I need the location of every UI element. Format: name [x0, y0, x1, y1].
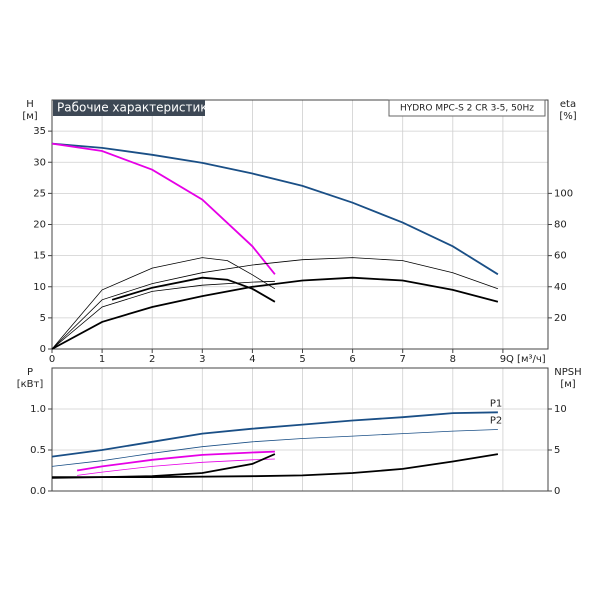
- x-tick-label: 7: [400, 354, 406, 365]
- chart-subtitle: HYDRO MPC-S 2 CR 3-5, 50Hz: [400, 104, 534, 114]
- y-tick-label: 30: [33, 157, 46, 168]
- y2-axis-unit: [%]: [559, 111, 576, 122]
- y2-tick-label: 60: [554, 251, 567, 262]
- title-box: [53, 100, 205, 116]
- x-tick-label: 6: [349, 354, 355, 365]
- y-tick-label: 0: [40, 344, 46, 355]
- y2-tick-label: 20: [554, 313, 567, 324]
- y-tick-label: 0.0: [30, 486, 46, 497]
- plot-frame: [51, 367, 549, 492]
- y-axis-label: P: [27, 367, 33, 378]
- y2-tick-label: 10: [554, 404, 567, 415]
- y-tick-label: 1.0: [30, 404, 46, 415]
- y-tick-label: 10: [33, 282, 46, 293]
- x-tick-label: 5: [299, 354, 305, 365]
- y2-axis-unit: [м]: [560, 379, 575, 390]
- x-tick-label: 1: [99, 354, 105, 365]
- series-line: [77, 458, 275, 476]
- series-line: [51, 142, 276, 275]
- y-tick-label: 5: [40, 313, 46, 324]
- y2-axis-label: eta: [560, 99, 576, 110]
- x-tick-label: 8: [450, 354, 456, 365]
- series-line: [111, 276, 276, 303]
- series-line: [51, 411, 498, 458]
- series-line: [52, 453, 499, 478]
- y2-tick-label: 80: [554, 220, 567, 231]
- series-line: [76, 450, 275, 472]
- series-label: P2: [490, 416, 502, 427]
- y2-tick-label: 5: [554, 445, 560, 456]
- y2-axis-label: NPSH: [554, 367, 581, 378]
- y2-tick-label: 0: [554, 486, 560, 497]
- y-axis-unit: [м]: [22, 111, 37, 122]
- x-axis-label: Q [м³/ч]: [506, 354, 546, 365]
- y2-tick-label: 100: [554, 188, 573, 199]
- y-tick-label: 25: [33, 188, 46, 199]
- series-line: [51, 257, 276, 350]
- series-line: [51, 142, 499, 276]
- y-tick-label: 20: [33, 220, 46, 231]
- y-axis-unit: [кВт]: [17, 379, 44, 390]
- y-tick-label: 15: [33, 251, 46, 262]
- y-axis-label: H: [26, 99, 34, 110]
- x-tick-label: 0: [49, 354, 55, 365]
- chart-title: Рабочие характеристики: [57, 101, 215, 115]
- subtitle-box: [388, 99, 546, 117]
- series-line: [51, 257, 499, 350]
- series-line: [51, 276, 499, 350]
- x-tick-label: 4: [249, 354, 255, 365]
- series-label: P1: [490, 398, 502, 409]
- x-tick-label: 2: [149, 354, 155, 365]
- series-line: [51, 429, 498, 467]
- y2-tick-label: 40: [554, 282, 567, 293]
- x-tick-label: 9: [500, 354, 506, 365]
- plot-frame: [51, 99, 549, 350]
- y-tick-label: 35: [33, 126, 46, 137]
- series-line: [51, 453, 276, 479]
- y-tick-label: 0.5: [30, 445, 46, 456]
- x-tick-label: 3: [199, 354, 205, 365]
- series-line: [51, 280, 275, 350]
